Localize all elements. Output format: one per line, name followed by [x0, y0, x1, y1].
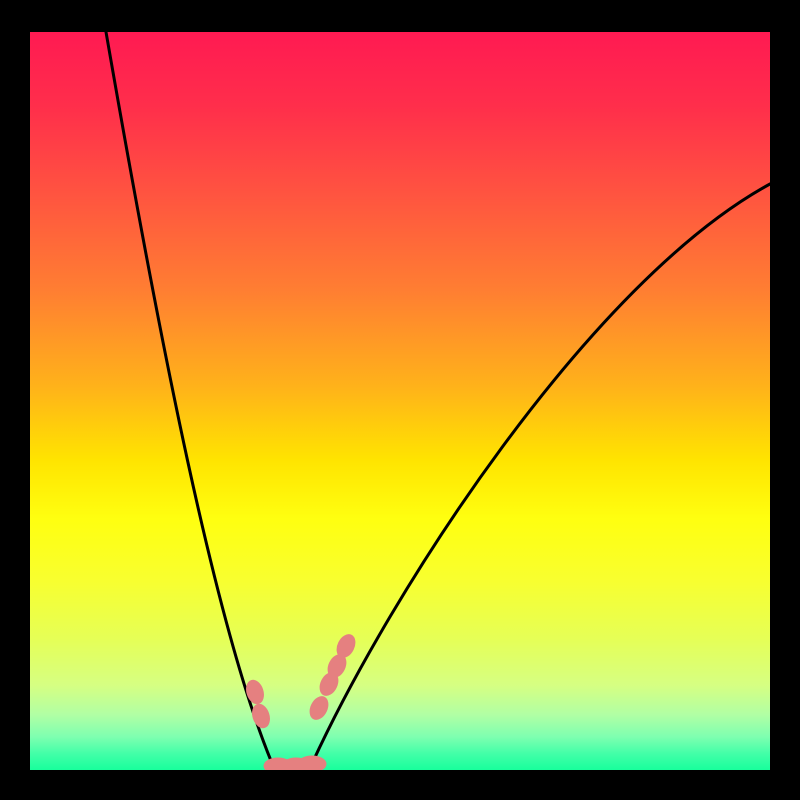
curve-layer: [30, 32, 770, 770]
border-top: [0, 0, 800, 32]
marker-floor-2: [298, 756, 326, 770]
marker-left-1: [250, 702, 273, 730]
border-left: [0, 0, 30, 800]
bottleneck-curve: [106, 32, 770, 768]
border-right: [770, 0, 800, 800]
chart-frame: TheBottleneck.com: [0, 0, 800, 800]
marker-left-0: [244, 678, 267, 706]
plot-area: [30, 32, 770, 770]
border-bottom: [0, 770, 800, 800]
marker-right-3: [307, 694, 332, 723]
